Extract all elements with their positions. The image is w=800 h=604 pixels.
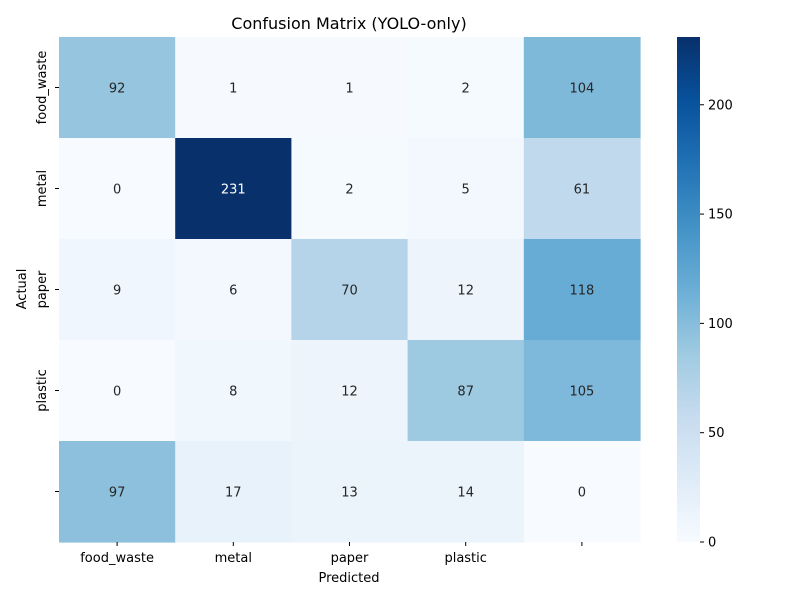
- heatmap-cell: [175, 37, 292, 139]
- heatmap-cell: [291, 340, 409, 442]
- cell-value-label: 14: [457, 486, 474, 501]
- cell-value-label: 13: [341, 486, 358, 501]
- cell-value-label: 12: [341, 385, 358, 400]
- cell-value-label: 0: [113, 385, 121, 400]
- cell-value-label: 1: [229, 82, 237, 97]
- cell-value-label: 8: [229, 385, 237, 400]
- cell-value-label: 61: [574, 183, 591, 198]
- cell-value-label: 104: [569, 82, 594, 97]
- cell-value-label: 0: [113, 183, 121, 198]
- heatmap-cell: [175, 239, 292, 341]
- colorbar-tick-label: 0: [708, 536, 716, 551]
- heatmap-cell: [523, 441, 641, 543]
- heatmap-cell: [407, 441, 525, 543]
- cell-value-label: 12: [457, 284, 474, 299]
- colorbar: [677, 37, 700, 542]
- heatmap-cell: [407, 37, 525, 139]
- cell-value-label: 17: [225, 486, 242, 501]
- y-tick-label: paper: [35, 270, 50, 308]
- heatmap-cell: [291, 239, 409, 341]
- cell-value-label: 2: [462, 82, 470, 97]
- heatmap-cell: [291, 441, 409, 543]
- x-tick-label: metal: [215, 551, 252, 566]
- cell-value-label: 6: [229, 284, 237, 299]
- heatmap-cell: [407, 340, 525, 442]
- cell-value-label: 118: [569, 284, 594, 299]
- y-tick-label: plastic: [35, 369, 50, 411]
- cell-value-label: 0: [578, 486, 586, 501]
- x-tick-label: plastic: [444, 551, 486, 566]
- x-axis-label: Predicted: [318, 571, 379, 586]
- colorbar-tick-label: 200: [708, 98, 733, 113]
- heatmap-cell: [523, 37, 641, 139]
- cell-value-label: 5: [462, 183, 470, 198]
- chart-title: Confusion Matrix (YOLO-only): [231, 14, 466, 33]
- heatmap-cell: [175, 138, 292, 240]
- heatmap-cell: [175, 441, 292, 543]
- colorbar-tick-label: 50: [708, 426, 725, 441]
- colorbar-tick-label: 100: [708, 317, 733, 332]
- heatmap-cell: [59, 37, 176, 139]
- cell-value-label: 87: [457, 385, 474, 400]
- cell-value-label: 9: [113, 284, 121, 299]
- heatmap-cell: [59, 340, 176, 442]
- cell-value-label: 105: [569, 385, 594, 400]
- cell-value-label: 1: [345, 82, 353, 97]
- cell-value-label: 70: [341, 284, 358, 299]
- y-tick-label: metal: [35, 170, 50, 207]
- x-tick-label: paper: [331, 551, 369, 566]
- colorbar-ticks: 0 50 100 150 200: [700, 98, 733, 551]
- heatmap-cell: [407, 239, 525, 341]
- heatmap-cell: [291, 37, 409, 139]
- x-tick-label: food_waste: [80, 551, 154, 566]
- heatmap-cell: [175, 340, 292, 442]
- colorbar-tick-label: 150: [708, 208, 733, 223]
- cell-value-label: 92: [109, 82, 126, 97]
- heatmap-cell: [291, 138, 409, 240]
- heatmap-cell: [59, 441, 176, 543]
- cell-value-label: 2: [345, 183, 353, 198]
- x-axis-ticks: food_waste metal paper plastic: [80, 542, 583, 566]
- heatmap-cell: [407, 138, 525, 240]
- heatmap-cell: [523, 340, 641, 442]
- cell-value-label: 97: [109, 486, 126, 501]
- y-tick-label: food_waste: [35, 51, 50, 125]
- heatmap-cell: [59, 138, 176, 240]
- y-axis-label: Actual: [15, 269, 30, 310]
- cell-value-label: 231: [221, 183, 246, 198]
- heatmap-cell: [523, 239, 641, 341]
- heatmap-cell: [59, 239, 176, 341]
- heatmap-cell: [523, 138, 641, 240]
